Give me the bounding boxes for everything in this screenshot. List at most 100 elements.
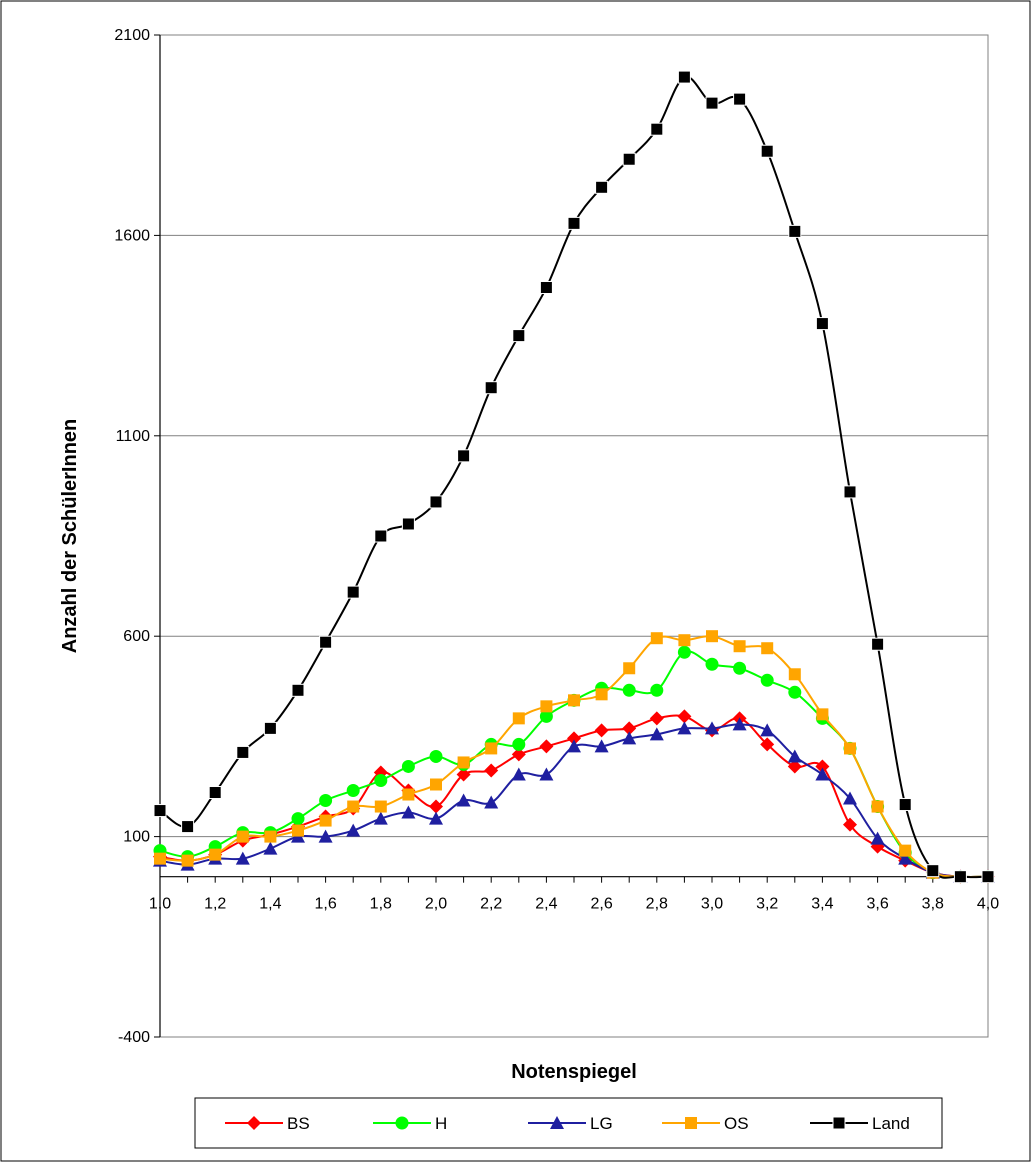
data-point-h <box>539 709 553 723</box>
data-point-land <box>981 870 995 884</box>
legend-marker-land <box>832 1116 846 1130</box>
x-tick-label: 1,6 <box>314 896 336 913</box>
data-point-os <box>374 800 387 813</box>
data-point-land <box>401 517 415 531</box>
data-point-os <box>761 642 774 655</box>
x-tick-label: 1,8 <box>370 896 392 913</box>
data-point-land <box>595 180 609 194</box>
data-point-os <box>154 852 166 865</box>
data-point-h <box>622 683 636 697</box>
data-point-lg <box>843 791 857 805</box>
data-point-land <box>567 216 581 230</box>
legend-label-h: H <box>435 1114 447 1133</box>
data-point-h <box>319 794 333 808</box>
data-point-lg <box>705 721 719 735</box>
data-point-land <box>208 786 222 800</box>
data-point-land <box>153 804 167 818</box>
data-point-os <box>733 640 746 653</box>
data-point-os <box>347 800 360 813</box>
data-point-os <box>430 778 442 791</box>
legend-label-os: OS <box>724 1114 749 1133</box>
legend-entry-bs: BS <box>225 1114 310 1133</box>
legend-label-bs: BS <box>287 1114 310 1133</box>
x-tick-label: 3,2 <box>756 896 778 913</box>
x-tick-label: 3,8 <box>922 896 944 913</box>
data-point-lg <box>815 767 830 781</box>
x-tick-label: 3,0 <box>701 896 723 913</box>
data-point-h <box>705 657 719 671</box>
data-point-os <box>595 688 608 701</box>
legend-label-lg: LG <box>590 1114 613 1133</box>
x-tick-label: 2,2 <box>480 896 502 913</box>
data-point-lg <box>760 723 775 737</box>
data-point-bs <box>787 759 802 774</box>
data-point-land <box>898 798 912 812</box>
data-point-land <box>346 585 360 599</box>
data-point-os <box>457 756 470 769</box>
data-point-os <box>678 634 691 647</box>
x-tick-label: 2,0 <box>425 896 447 913</box>
y-tick-label: 100 <box>123 829 150 846</box>
data-point-h <box>733 661 747 675</box>
x-tick-label: 3,4 <box>811 896 833 913</box>
data-point-os <box>899 844 912 857</box>
data-point-lg <box>898 851 913 865</box>
data-point-land <box>705 96 719 110</box>
series-land <box>153 70 995 884</box>
data-point-os <box>844 742 856 755</box>
data-point-os <box>788 668 801 681</box>
data-point-lg <box>787 749 802 763</box>
data-point-os <box>540 700 553 713</box>
data-point-bs <box>815 759 830 774</box>
data-point-land <box>650 122 664 136</box>
data-point-lg <box>401 805 416 819</box>
plot-area <box>159 34 989 1038</box>
x-tick-label: 2,8 <box>646 896 668 913</box>
data-point-lg <box>346 823 361 837</box>
data-point-lg <box>649 727 664 741</box>
y-tick-label: 1100 <box>116 428 151 445</box>
legend: BS H LG OS Land <box>194 1097 943 1149</box>
legend-entry-h: H <box>373 1114 447 1133</box>
data-point-os <box>568 694 580 707</box>
data-point-land <box>843 485 857 499</box>
data-point-os <box>485 742 498 755</box>
x-tick-label: 2,4 <box>535 896 557 913</box>
x-tick-label: 1,0 <box>149 896 171 913</box>
data-point-os <box>264 830 277 843</box>
data-point-land <box>788 224 802 238</box>
data-point-bs <box>594 723 609 738</box>
legend-marker-os <box>685 1117 697 1129</box>
data-point-os <box>623 662 636 675</box>
data-point-os <box>816 708 829 721</box>
data-point-bs <box>429 799 443 814</box>
x-tick-label: 3,6 <box>866 896 888 913</box>
data-point-os <box>512 712 525 725</box>
data-point-h <box>429 749 443 763</box>
data-point-land <box>236 745 250 759</box>
data-point-land <box>871 637 885 651</box>
data-point-os <box>181 854 194 867</box>
x-tick-label: 2,6 <box>590 896 612 913</box>
data-point-land <box>319 635 333 649</box>
data-point-lg <box>594 739 609 753</box>
data-point-lg <box>318 829 333 843</box>
data-point-land <box>539 281 553 295</box>
data-point-lg <box>484 795 499 809</box>
data-point-land <box>429 495 443 509</box>
legend-entry-lg: LG <box>528 1114 613 1133</box>
data-point-bs <box>511 747 526 762</box>
data-point-lg <box>429 811 443 825</box>
y-tick-label: -400 <box>118 1029 150 1046</box>
data-point-land <box>484 381 498 395</box>
data-point-bs <box>760 737 775 752</box>
legend-marker-lg <box>550 1116 564 1129</box>
data-point-os <box>209 848 222 861</box>
data-point-os <box>319 814 332 827</box>
data-point-land <box>457 449 471 463</box>
data-point-h <box>677 645 691 659</box>
data-point-land <box>512 329 526 343</box>
x-tick-label: 4,0 <box>977 896 999 913</box>
